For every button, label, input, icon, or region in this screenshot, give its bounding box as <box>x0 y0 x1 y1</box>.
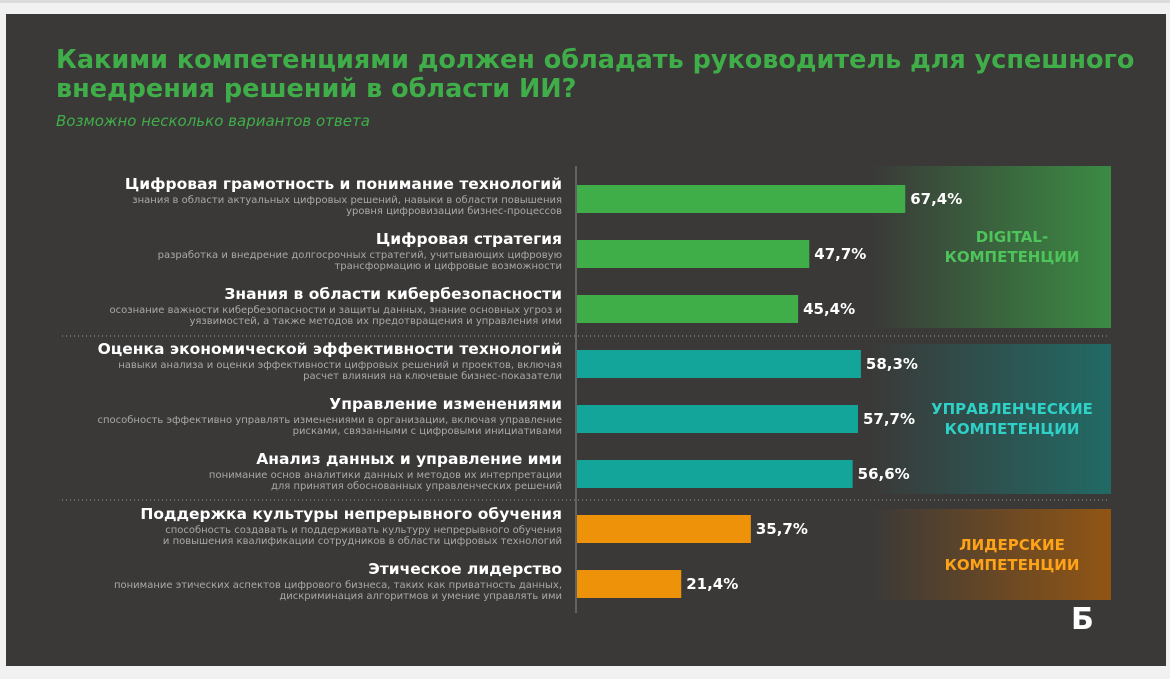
category-description: и повышения квалификации сотрудников в о… <box>163 536 562 547</box>
group-label-management: УПРАВЛЕНЧЕСКИЕ <box>931 400 1093 418</box>
group-label-management: КОМПЕТЕНЦИИ <box>945 420 1080 438</box>
value-label: 58,3% <box>866 355 918 373</box>
category-title: Этическое лидерство <box>368 560 562 578</box>
value-label: 57,7% <box>863 410 915 428</box>
value-label: 67,4% <box>910 190 962 208</box>
value-label: 56,6% <box>858 465 910 483</box>
category-description: рисками, связанными с цифровыми инициати… <box>293 426 562 437</box>
chart-subtitle: Возможно несколько вариантов ответа <box>56 112 370 130</box>
category-description: дискриминация алгоритмов и умение управл… <box>279 591 562 602</box>
value-label: 45,4% <box>803 300 855 318</box>
category-description: знания в области актуальных цифровых реш… <box>132 195 562 206</box>
category-description: трансформацию и цифровые возможности <box>334 261 562 272</box>
category-description: осознание важности кибербезопасности и з… <box>110 305 562 316</box>
group-panel-leadership <box>870 509 1111 600</box>
category-title: Цифровая стратегия <box>376 230 562 248</box>
bar <box>577 240 810 268</box>
bar <box>577 460 853 488</box>
category-description: уязвимостей, а также методов их предотвр… <box>189 316 562 327</box>
category-description: навыки анализа и оценки эффективности ци… <box>118 360 562 371</box>
category-description: расчет влияния на ключевые бизнес-показа… <box>303 371 562 382</box>
category-title: Знания в области кибербезопасности <box>224 285 562 303</box>
category-title: Цифровая грамотность и понимание техноло… <box>125 175 562 193</box>
value-label: 35,7% <box>756 520 808 538</box>
category-description: понимание этических аспектов цифрового б… <box>114 580 562 591</box>
category-title: Управление изменениями <box>329 395 562 413</box>
top-strip <box>0 0 1170 3</box>
category-title: Анализ данных и управление ими <box>256 450 562 468</box>
group-label-leadership: КОМПЕТЕНЦИИ <box>945 556 1080 574</box>
value-label: 47,7% <box>814 245 866 263</box>
bar <box>577 350 861 378</box>
chart-title: Какими компетенциями должен обладать рук… <box>56 45 1135 104</box>
logo: Б <box>1071 602 1094 637</box>
group-panel-digital <box>870 166 1111 328</box>
bar <box>577 295 799 323</box>
bar <box>577 185 906 213</box>
category-description: для принятия обоснованных управленческих… <box>271 481 562 492</box>
category-title: Оценка экономической эффективности техно… <box>98 340 562 358</box>
category-description: уровня цифровизации бизнес-процессов <box>346 206 562 217</box>
value-label: 21,4% <box>686 575 738 593</box>
category-description: понимание основ аналитики данных и метод… <box>209 470 562 481</box>
group-label-digital: DIGITAL- <box>976 228 1048 246</box>
group-label-leadership: ЛИДЕРСКИЕ <box>959 536 1065 554</box>
category-description: способность эффективно управлять изменен… <box>97 415 562 426</box>
category-description: разработка и внедрение долгосрочных стра… <box>158 250 562 261</box>
group-label-digital: КОМПЕТЕНЦИИ <box>945 248 1080 266</box>
bar <box>577 570 682 598</box>
group-panel-management <box>870 344 1111 494</box>
bar <box>577 515 751 543</box>
category-description: способность создавать и поддерживать кул… <box>165 525 562 536</box>
bar <box>577 405 858 433</box>
category-title: Поддержка культуры непрерывного обучения <box>140 505 562 523</box>
